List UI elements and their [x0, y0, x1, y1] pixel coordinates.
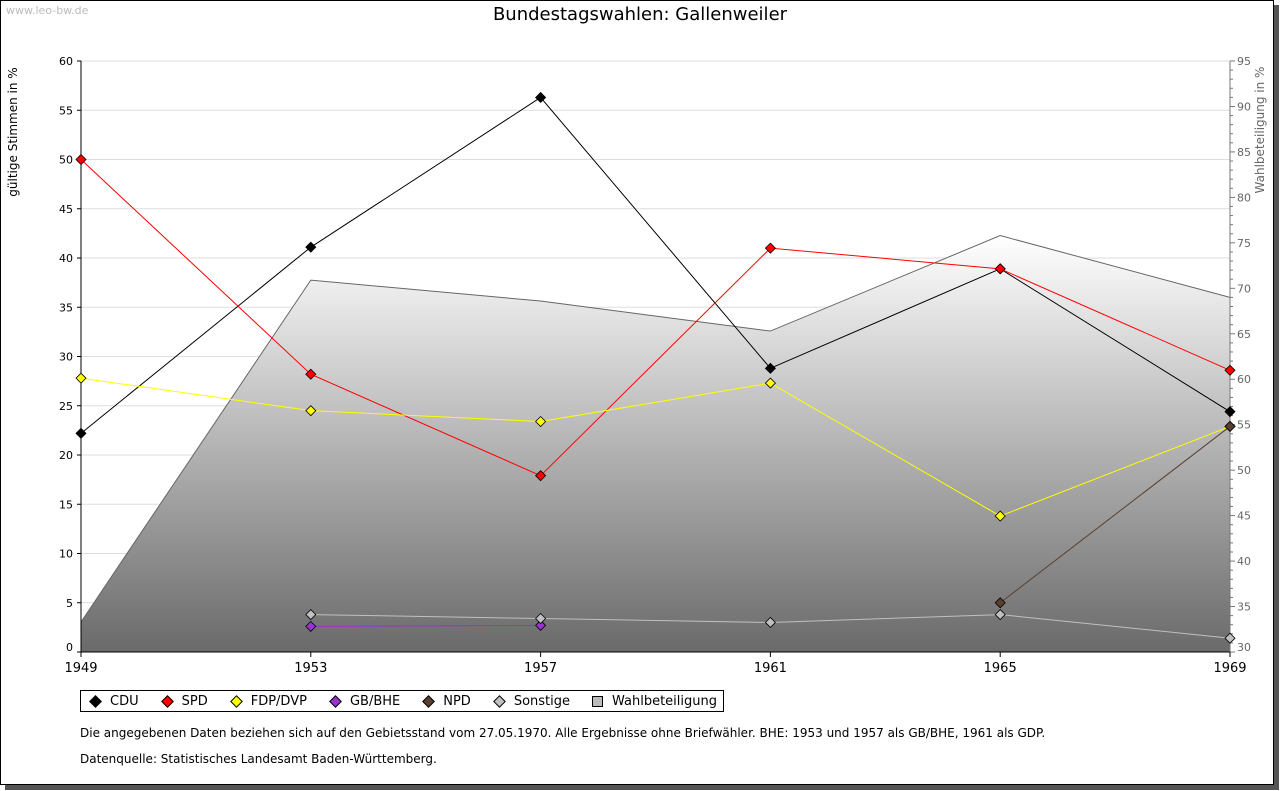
data-point-fdp-dvp	[305, 405, 317, 417]
note-datenquelle: Datenquelle: Statistisches Landesamt Bad…	[80, 752, 437, 766]
data-point-spd	[764, 242, 776, 254]
y-tick-label: 45	[59, 203, 73, 216]
data-point-spd	[1224, 364, 1236, 376]
series-line-fdp-dvp	[80, 377, 1231, 517]
data-point-sonstige	[994, 609, 1006, 621]
legend-marker-icon	[229, 694, 243, 708]
data-point-npd	[994, 597, 1006, 609]
y-tick-label: 30	[59, 351, 73, 364]
data-point-cdu	[75, 427, 87, 439]
y2-tick-label: 80	[1237, 191, 1251, 204]
x-tick-label: 1949	[64, 661, 97, 676]
legend-label: GB/BHE	[349, 693, 401, 709]
data-point-fdp-dvp	[764, 377, 776, 389]
y2-tick-label: 40	[1237, 555, 1251, 568]
legend-label: SPD	[181, 693, 208, 709]
legend-marker-icon	[492, 694, 506, 708]
legend-item: FDP/DVP	[226, 694, 307, 709]
y2-tick-label: 65	[1237, 328, 1251, 341]
data-point-npd	[1224, 420, 1236, 433]
y-tick-label: 35	[59, 301, 73, 314]
data-point-sonstige	[764, 616, 776, 629]
series-line-cdu	[80, 96, 1231, 434]
y2-tick-label: 85	[1237, 146, 1251, 159]
data-point-sonstige	[535, 612, 547, 625]
series-line-spd	[80, 159, 1231, 477]
y-tick-label: 25	[59, 400, 73, 413]
data-point-spd	[305, 368, 317, 380]
y-tick-label: 15	[59, 498, 73, 511]
source-label[interactable]: www.leo-bw.de	[6, 4, 89, 17]
legend-label: Sonstige	[513, 693, 570, 709]
data-point-cdu	[764, 362, 776, 374]
chart-title: Bundestagswahlen: Gallenweiler	[492, 4, 788, 25]
x-tick-label: 1969	[1213, 661, 1246, 676]
legend-marker-icon	[422, 694, 436, 708]
x-tick-label: 1953	[294, 661, 327, 676]
y-tick-label: 55	[59, 104, 73, 117]
y2-tick-label: 35	[1237, 601, 1251, 614]
data-point-cdu	[305, 241, 317, 253]
legend-label: Wahlbeteiligung	[612, 693, 718, 709]
y-tick-label: 60	[59, 55, 73, 68]
data-point-fdp-dvp	[75, 372, 87, 384]
series-line-npd	[999, 426, 1231, 604]
legend-marker-icon	[160, 694, 174, 708]
y-tick-label: 20	[59, 449, 73, 462]
data-point-spd	[75, 153, 87, 166]
legend-item: NPD	[418, 694, 471, 709]
y2-tick-label: 55	[1237, 419, 1251, 432]
data-point-spd	[994, 263, 1006, 275]
note-gebietsstand: Die angegebenen Daten beziehen sich auf …	[80, 726, 1046, 740]
data-point-gb-bhe	[535, 619, 547, 631]
y2-tick-label: 75	[1237, 237, 1251, 250]
x-tick-label: 1961	[754, 661, 787, 676]
y2-tick-label: 50	[1237, 464, 1251, 477]
wahlbeteiligung-area	[81, 235, 1230, 652]
legend-item: Sonstige	[489, 694, 570, 709]
legend-label: CDU	[110, 693, 139, 709]
data-point-sonstige	[1224, 632, 1236, 644]
y-tick-label: 0	[66, 641, 73, 654]
wahlbeteiligung-line	[80, 235, 1231, 623]
y-tick-label: 50	[59, 154, 73, 167]
data-point-cdu	[1224, 406, 1236, 418]
x-tick-label: 1957	[524, 661, 557, 676]
legend-item: SPD	[157, 694, 208, 709]
legend-item: GB/BHE	[325, 694, 400, 709]
y-tick-label: 10	[59, 548, 73, 561]
legend-area-icon	[592, 695, 603, 707]
legend-label: NPD	[443, 693, 471, 709]
y2-tick-label: 70	[1237, 282, 1251, 295]
y-tick-label: 5	[66, 597, 73, 610]
y-axis-label: gültige Stimmen in %	[6, 67, 20, 196]
y2-tick-label: 60	[1237, 373, 1251, 386]
y2-axis-label: Wahlbeteiligung in %	[1253, 67, 1267, 194]
legend-label: FDP/DVP	[250, 693, 307, 709]
data-point-gb-bhe	[305, 620, 317, 632]
data-point-sonstige	[305, 609, 317, 621]
x-tick-label: 1965	[984, 661, 1017, 676]
data-point-cdu	[535, 91, 547, 104]
legend: CDU SPD FDP/DVP GB/BHE NPD Sonstige Wahlbeteil…	[80, 690, 725, 712]
legend-marker-icon	[89, 694, 102, 708]
y-tick-label: 40	[59, 252, 73, 265]
data-point-fdp-dvp	[994, 510, 1006, 522]
y2-tick-label: 45	[1237, 510, 1251, 523]
data-point-fdp-dvp	[535, 415, 547, 428]
data-point-spd	[535, 470, 547, 482]
y2-tick-label: 90	[1237, 100, 1251, 113]
y2-tick-label: 30	[1237, 641, 1251, 654]
y2-tick-label: 95	[1237, 55, 1251, 68]
legend-marker-icon	[329, 694, 342, 708]
legend-item: Wahlbeteiligung	[588, 694, 717, 709]
series-line-gb-bhe	[310, 624, 541, 627]
legend-item: CDU	[85, 694, 139, 709]
